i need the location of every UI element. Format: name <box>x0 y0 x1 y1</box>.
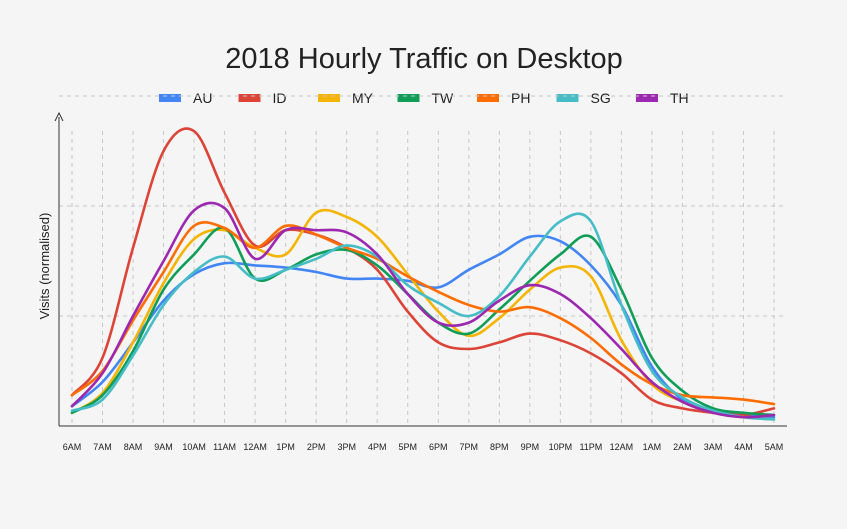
x-tick-label: 6PM <box>429 442 448 452</box>
x-tick-label: 9AM <box>154 442 173 452</box>
y-axis-label: Visits (normalised) <box>37 213 52 320</box>
legend-swatch <box>238 94 261 102</box>
x-tick-label: 12AM <box>610 442 634 452</box>
x-tick-label: 4PM <box>368 442 387 452</box>
legend: AU ID MY TW PH SG TH <box>159 90 689 106</box>
legend-item: ID <box>238 90 287 106</box>
series-line-th <box>70 201 776 419</box>
legend-swatch <box>397 94 420 102</box>
legend-swatch <box>318 94 340 102</box>
legend-item: SG <box>556 90 611 106</box>
legend-label: SG <box>591 90 611 106</box>
x-tick-label: 3AM <box>704 442 723 452</box>
legend-item: MY <box>318 90 374 106</box>
x-tick-label: 3PM <box>337 442 356 452</box>
legend-label: TH <box>670 90 689 106</box>
legend-swatch <box>556 94 579 102</box>
y-axis-arrow-icon <box>54 111 64 122</box>
x-tick-label: 9PM <box>521 442 540 452</box>
legend-item: AU <box>159 90 212 106</box>
x-tick-label: 7AM <box>93 442 112 452</box>
x-tick-label: 1PM <box>276 442 295 452</box>
x-tick-label: 2PM <box>307 442 326 452</box>
x-tick-label: 1AM <box>643 442 662 452</box>
x-tick-label: 7PM <box>460 442 479 452</box>
series-line-id <box>70 127 776 417</box>
legend-label: MY <box>352 90 374 106</box>
x-tick-label: 5PM <box>398 442 417 452</box>
grid <box>59 95 787 426</box>
legend-swatch <box>477 94 499 102</box>
x-tick-label: 2AM <box>673 442 692 452</box>
legend-swatch <box>159 94 181 102</box>
legend-label: ID <box>273 90 287 106</box>
axes <box>54 111 787 427</box>
legend-item: PH <box>477 90 530 106</box>
legend-label: AU <box>193 90 212 106</box>
series-line-ph <box>70 221 776 406</box>
x-tick-label: 4AM <box>734 442 753 452</box>
x-tick-label: 5AM <box>765 442 784 452</box>
x-tick-label: 10PM <box>549 442 573 452</box>
x-tick-labels: 6AM 7AM 8AM 9AM 10AM 11AM 12AM 1PM 2PM 3PM 4PM 5PM 6… <box>63 442 784 452</box>
legend-swatch <box>636 94 658 102</box>
x-tick-label: 11AM <box>213 442 236 452</box>
legend-label: PH <box>511 90 530 106</box>
series-line-sg <box>70 212 776 421</box>
x-tick-label: 12AM <box>243 442 267 452</box>
x-tick-label: 11PM <box>579 442 602 452</box>
x-tick-label: 8AM <box>124 442 143 452</box>
x-tick-label: 10AM <box>182 442 206 452</box>
legend-item: TW <box>397 90 455 106</box>
series-lines <box>70 127 776 421</box>
legend-label: TW <box>432 90 455 106</box>
chart-title: 2018 Hourly Traffic on Desktop <box>225 43 623 75</box>
x-tick-label: 6AM <box>63 442 82 452</box>
legend-item: TH <box>636 90 689 106</box>
x-tick-label: 8PM <box>490 442 509 452</box>
